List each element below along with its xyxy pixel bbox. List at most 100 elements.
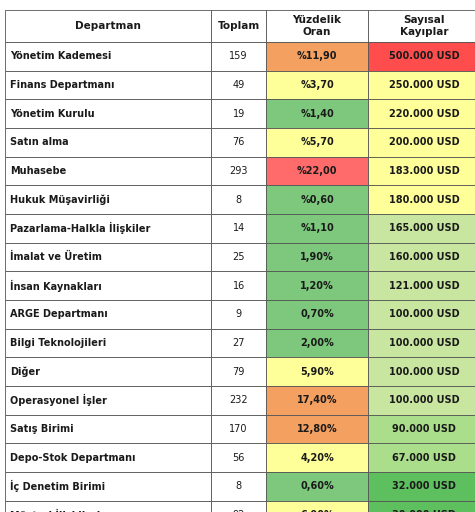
Bar [211, 71, 266, 99]
Bar [211, 42, 266, 71]
Text: 92: 92 [232, 510, 245, 512]
Bar [266, 99, 368, 128]
Text: Satın alma: Satın alma [10, 137, 69, 147]
Bar [368, 214, 475, 243]
Bar [5, 357, 211, 386]
Bar [211, 357, 266, 386]
Text: 32.000 USD: 32.000 USD [392, 481, 456, 492]
Text: 14: 14 [233, 223, 245, 233]
Text: 76: 76 [232, 137, 245, 147]
Text: 2,00%: 2,00% [300, 338, 334, 348]
Bar [5, 386, 211, 415]
Bar [368, 128, 475, 157]
Text: 16: 16 [233, 281, 245, 291]
Text: Diğer: Diğer [10, 367, 40, 377]
Bar [266, 10, 368, 42]
Bar [266, 271, 368, 300]
Bar [368, 157, 475, 185]
Bar [5, 300, 211, 329]
Bar [5, 128, 211, 157]
Bar [266, 243, 368, 271]
Bar [368, 71, 475, 99]
Bar [211, 415, 266, 443]
Text: 232: 232 [229, 395, 248, 406]
Bar [368, 386, 475, 415]
Text: 100.000 USD: 100.000 USD [389, 395, 459, 406]
Bar [5, 329, 211, 357]
Text: 6,90%: 6,90% [300, 510, 334, 512]
Bar [368, 443, 475, 472]
Text: 5,90%: 5,90% [300, 367, 334, 377]
Text: Yüzdelik
Oran: Yüzdelik Oran [293, 15, 342, 37]
Bar [211, 128, 266, 157]
Bar [211, 157, 266, 185]
Text: Toplam: Toplam [218, 21, 260, 31]
Bar [5, 10, 211, 42]
Bar [5, 472, 211, 501]
Text: %0,60: %0,60 [300, 195, 334, 205]
Bar [211, 386, 266, 415]
Text: 500.000 USD: 500.000 USD [389, 51, 459, 61]
Text: 0,60%: 0,60% [300, 481, 334, 492]
Text: 160.000 USD: 160.000 USD [389, 252, 459, 262]
Text: İç Denetim Birimi: İç Denetim Birimi [10, 480, 105, 493]
Text: 100.000 USD: 100.000 USD [389, 367, 459, 377]
Bar [211, 329, 266, 357]
Bar [368, 300, 475, 329]
Text: 49: 49 [233, 80, 245, 90]
Text: 67.000 USD: 67.000 USD [392, 453, 456, 463]
Text: 30.000 USD: 30.000 USD [392, 510, 456, 512]
Bar [368, 357, 475, 386]
Bar [266, 329, 368, 357]
Bar [5, 214, 211, 243]
Text: %1,40: %1,40 [300, 109, 334, 119]
Bar [5, 99, 211, 128]
Bar [368, 42, 475, 71]
Bar [5, 243, 211, 271]
Bar [5, 71, 211, 99]
Bar [211, 243, 266, 271]
Bar [266, 157, 368, 185]
Bar [211, 300, 266, 329]
Bar [266, 185, 368, 214]
Bar [211, 443, 266, 472]
Bar [5, 185, 211, 214]
Bar [368, 10, 475, 42]
Text: 19: 19 [233, 109, 245, 119]
Bar [211, 185, 266, 214]
Text: Satış Birimi: Satış Birimi [10, 424, 74, 434]
Bar [211, 501, 266, 512]
Text: 8: 8 [236, 481, 242, 492]
Bar [368, 415, 475, 443]
Text: 0,70%: 0,70% [300, 309, 334, 319]
Text: 121.000 USD: 121.000 USD [389, 281, 459, 291]
Bar [266, 300, 368, 329]
Text: Hukuk Müşavirliği: Hukuk Müşavirliği [10, 195, 110, 205]
Text: İnsan Kaynakları: İnsan Kaynakları [10, 280, 102, 292]
Bar [5, 415, 211, 443]
Text: Pazarlama-Halkla İlişkiler: Pazarlama-Halkla İlişkiler [10, 222, 151, 234]
Bar [368, 472, 475, 501]
Bar [266, 443, 368, 472]
Text: 1,90%: 1,90% [300, 252, 334, 262]
Bar [368, 271, 475, 300]
Bar [5, 157, 211, 185]
Bar [368, 243, 475, 271]
Text: Yönetim Kademesi: Yönetim Kademesi [10, 51, 112, 61]
Text: %22,00: %22,00 [297, 166, 337, 176]
Bar [368, 99, 475, 128]
Bar [5, 271, 211, 300]
Bar [368, 501, 475, 512]
Bar [368, 185, 475, 214]
Text: 4,20%: 4,20% [300, 453, 334, 463]
Text: 1,20%: 1,20% [300, 281, 334, 291]
Text: %11,90: %11,90 [297, 51, 337, 61]
Text: 90.000 USD: 90.000 USD [392, 424, 456, 434]
Text: 100.000 USD: 100.000 USD [389, 309, 459, 319]
Bar [266, 386, 368, 415]
Bar [211, 99, 266, 128]
Text: 79: 79 [232, 367, 245, 377]
Bar [211, 472, 266, 501]
Bar [266, 214, 368, 243]
Text: 293: 293 [229, 166, 248, 176]
